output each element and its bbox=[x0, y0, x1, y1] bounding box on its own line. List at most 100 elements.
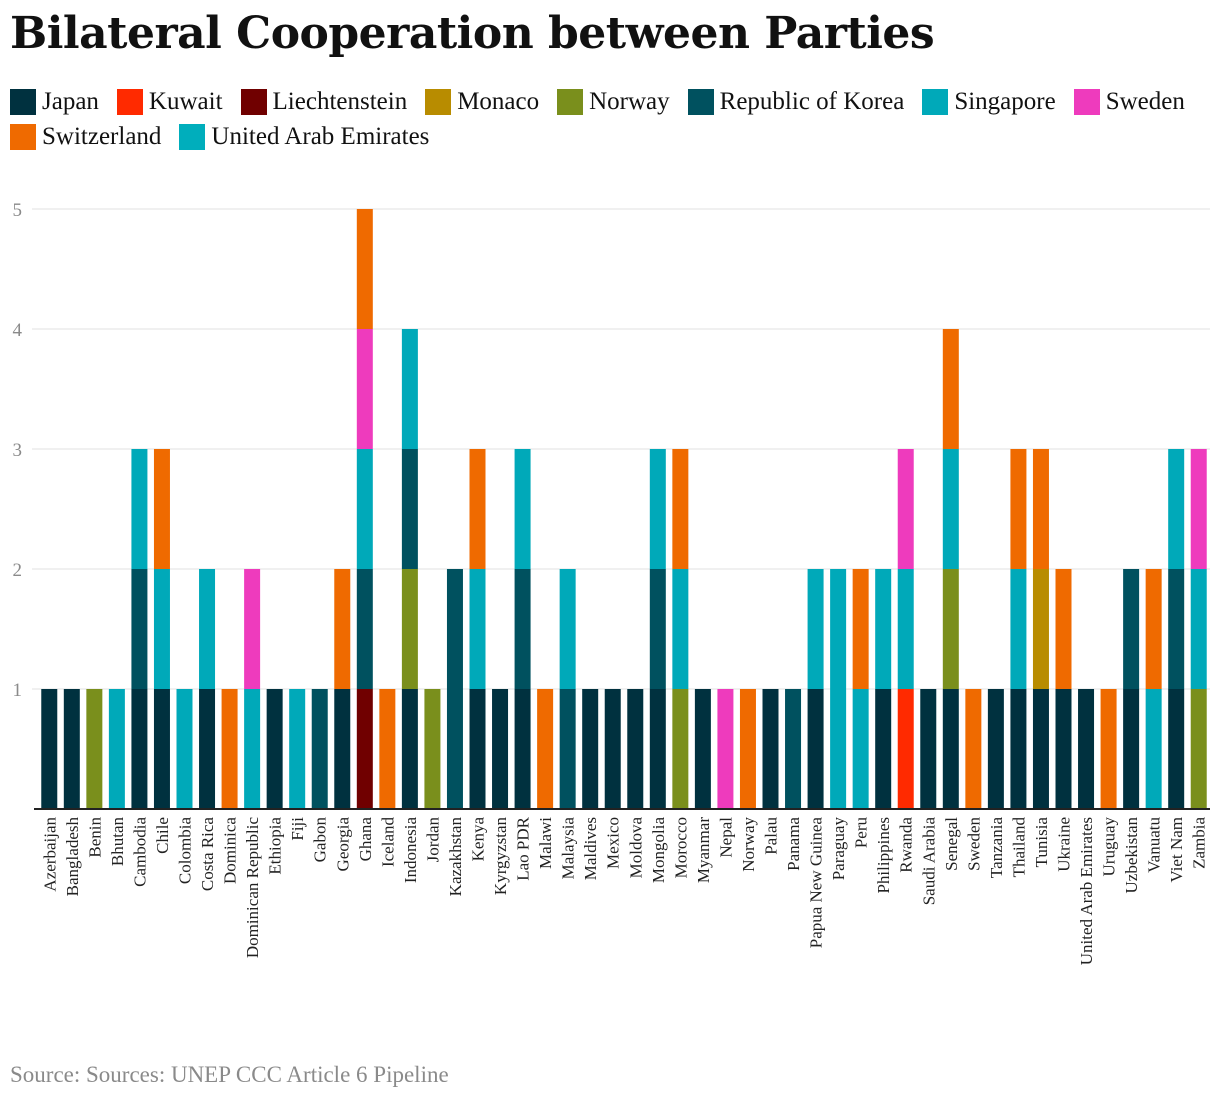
bar-rwanda-sweden bbox=[897, 449, 914, 569]
x-tick-label: Philippines bbox=[874, 817, 893, 894]
bar-paraguay-singapore bbox=[830, 569, 847, 809]
y-tick-label-4: 4 bbox=[13, 320, 23, 341]
bar-benin-norway bbox=[86, 689, 103, 809]
bar-ukraine-switzerland bbox=[1055, 569, 1072, 689]
legend-item-republic-of-korea[interactable]: Republic of Korea bbox=[687, 86, 904, 117]
legend-item-kuwait[interactable]: Kuwait bbox=[116, 86, 223, 117]
bar-norway-switzerland bbox=[739, 689, 756, 809]
x-tick-label: Paraguay bbox=[829, 817, 848, 881]
x-tick-label: Kyrgyzstan bbox=[491, 817, 510, 896]
bar-zambia-singapore bbox=[1190, 569, 1207, 689]
bar-lao-pdr-singapore bbox=[514, 449, 531, 569]
legend-label: Japan bbox=[42, 87, 99, 115]
y-tick-label-3: 3 bbox=[13, 440, 23, 461]
bar-cambodia-singapore bbox=[131, 449, 148, 569]
bar-zambia-sweden bbox=[1190, 449, 1207, 569]
y-tick-label-2: 2 bbox=[13, 560, 23, 581]
x-tick-label: Saudi Arabia bbox=[919, 817, 938, 906]
legend-label: Singapore bbox=[954, 87, 1056, 115]
bar-senegal-switzerland bbox=[942, 329, 959, 449]
bar-morocco-switzerland bbox=[672, 449, 689, 569]
x-tick-label: United Arab Emirates bbox=[1077, 817, 1096, 965]
legend-item-singapore[interactable]: Singapore bbox=[922, 86, 1056, 117]
bar-rwanda-kuwait bbox=[897, 689, 914, 809]
bar-dominican-republic-singapore bbox=[244, 689, 261, 809]
bar-peru-singapore bbox=[852, 689, 869, 809]
x-tick-label: Uruguay bbox=[1100, 817, 1119, 877]
legend-label: Kuwait bbox=[148, 87, 223, 115]
legend-swatch bbox=[116, 88, 143, 115]
bar-viet-nam-singapore bbox=[1168, 449, 1185, 569]
bar-jordan-norway bbox=[424, 689, 441, 809]
legend-label: Sweden bbox=[1105, 87, 1185, 115]
chart-title: Bilateral Cooperation between Parties bbox=[10, 8, 935, 59]
legend-swatch bbox=[425, 88, 452, 115]
bar-tunisia-switzerland bbox=[1032, 449, 1049, 569]
y-tick-label-5: 5 bbox=[13, 200, 23, 221]
x-tick-label: Myanmar bbox=[694, 817, 713, 883]
bar-philippines-japan bbox=[875, 689, 892, 809]
bar-ghana-liechtenstein bbox=[356, 689, 373, 809]
bar-mexico-japan bbox=[604, 689, 621, 809]
bar-mongolia-japan bbox=[649, 689, 666, 809]
bar-tunisia-monaco bbox=[1032, 569, 1049, 689]
bar-malawi-switzerland bbox=[537, 689, 554, 809]
legend-item-monaco[interactable]: Monaco bbox=[425, 86, 539, 117]
x-tick-label: Thailand bbox=[1009, 817, 1028, 878]
x-tick-label: Kenya bbox=[469, 817, 488, 862]
x-tick-label: Senegal bbox=[942, 817, 961, 871]
legend-swatch bbox=[240, 88, 267, 115]
legend-item-norway[interactable]: Norway bbox=[557, 86, 670, 117]
x-tick-label: Panama bbox=[784, 817, 803, 871]
bar-vanuatu-switzerland bbox=[1145, 569, 1162, 689]
bar-chile-switzerland bbox=[153, 449, 170, 569]
chart-legend: Japan Kuwait Liechtenstein Monaco Norway Repu… bbox=[10, 86, 1210, 152]
legend-item-liechtenstein[interactable]: Liechtenstein bbox=[240, 86, 407, 117]
x-tick-label: Dominica bbox=[221, 817, 240, 884]
legend-label: United Arab Emirates bbox=[211, 122, 430, 150]
x-tick-label: Morocco bbox=[671, 817, 690, 878]
x-tick-label: Palau bbox=[762, 817, 781, 855]
bar-moldova-japan bbox=[627, 689, 644, 809]
bar-rwanda-singapore bbox=[897, 569, 914, 689]
x-tick-label: Maldives bbox=[581, 817, 600, 880]
legend-item-japan[interactable]: Japan bbox=[10, 86, 99, 117]
bar-saudi-arabia-japan bbox=[920, 689, 937, 809]
legend-item-switzerland[interactable]: Switzerland bbox=[10, 121, 161, 152]
legend-item-united-arab-emirates[interactable]: United Arab Emirates bbox=[179, 121, 429, 152]
x-tick-label: Costa Rica bbox=[198, 817, 217, 892]
legend-label: Norway bbox=[589, 87, 670, 115]
bar-uruguay-switzerland bbox=[1100, 689, 1117, 809]
bar-fiji-singapore bbox=[289, 689, 306, 809]
x-tick-label: Viet Nam bbox=[1167, 817, 1186, 883]
bar-ghana-singapore bbox=[356, 449, 373, 569]
x-tick-label: Jordan bbox=[423, 817, 442, 863]
bar-cambodia-japan bbox=[131, 689, 148, 809]
x-tick-label: Ukraine bbox=[1055, 817, 1074, 872]
x-tick-label: Zambia bbox=[1190, 817, 1209, 869]
x-tick-label: Gabon bbox=[311, 817, 330, 863]
bar-bangladesh-japan bbox=[63, 689, 80, 809]
legend-item-sweden[interactable]: Sweden bbox=[1073, 86, 1185, 117]
legend-swatch bbox=[687, 88, 714, 115]
bar-lao-pdr-japan bbox=[514, 689, 531, 809]
bar-costa-rica-singapore bbox=[199, 569, 216, 689]
bar-zambia-norway bbox=[1190, 689, 1207, 809]
x-tick-label: Bangladesh bbox=[63, 817, 82, 897]
x-tick-label: Uzbekistan bbox=[1122, 817, 1141, 894]
legend-swatch bbox=[1073, 88, 1100, 115]
source-note: Source: Sources: UNEP CCC Article 6 Pipe… bbox=[10, 1062, 449, 1087]
x-tick-label: Cambodia bbox=[130, 817, 149, 887]
x-tick-label: Dominican Republic bbox=[243, 817, 262, 959]
bar-senegal-japan bbox=[942, 689, 959, 809]
x-tick-label: Sweden bbox=[964, 817, 983, 871]
bar-maldives-japan bbox=[582, 689, 599, 809]
bar-dominican-republic-sweden bbox=[244, 569, 261, 689]
bar-senegal-singapore bbox=[942, 449, 959, 569]
bar-thailand-japan bbox=[1010, 689, 1027, 809]
bar-colombia-singapore bbox=[176, 689, 193, 809]
bar-united-arab-emirates-japan bbox=[1078, 689, 1095, 809]
bar-ukraine-japan bbox=[1055, 689, 1072, 809]
bar-indonesia-norway bbox=[401, 569, 418, 689]
bar-malaysia-republic-of-korea bbox=[559, 689, 576, 809]
